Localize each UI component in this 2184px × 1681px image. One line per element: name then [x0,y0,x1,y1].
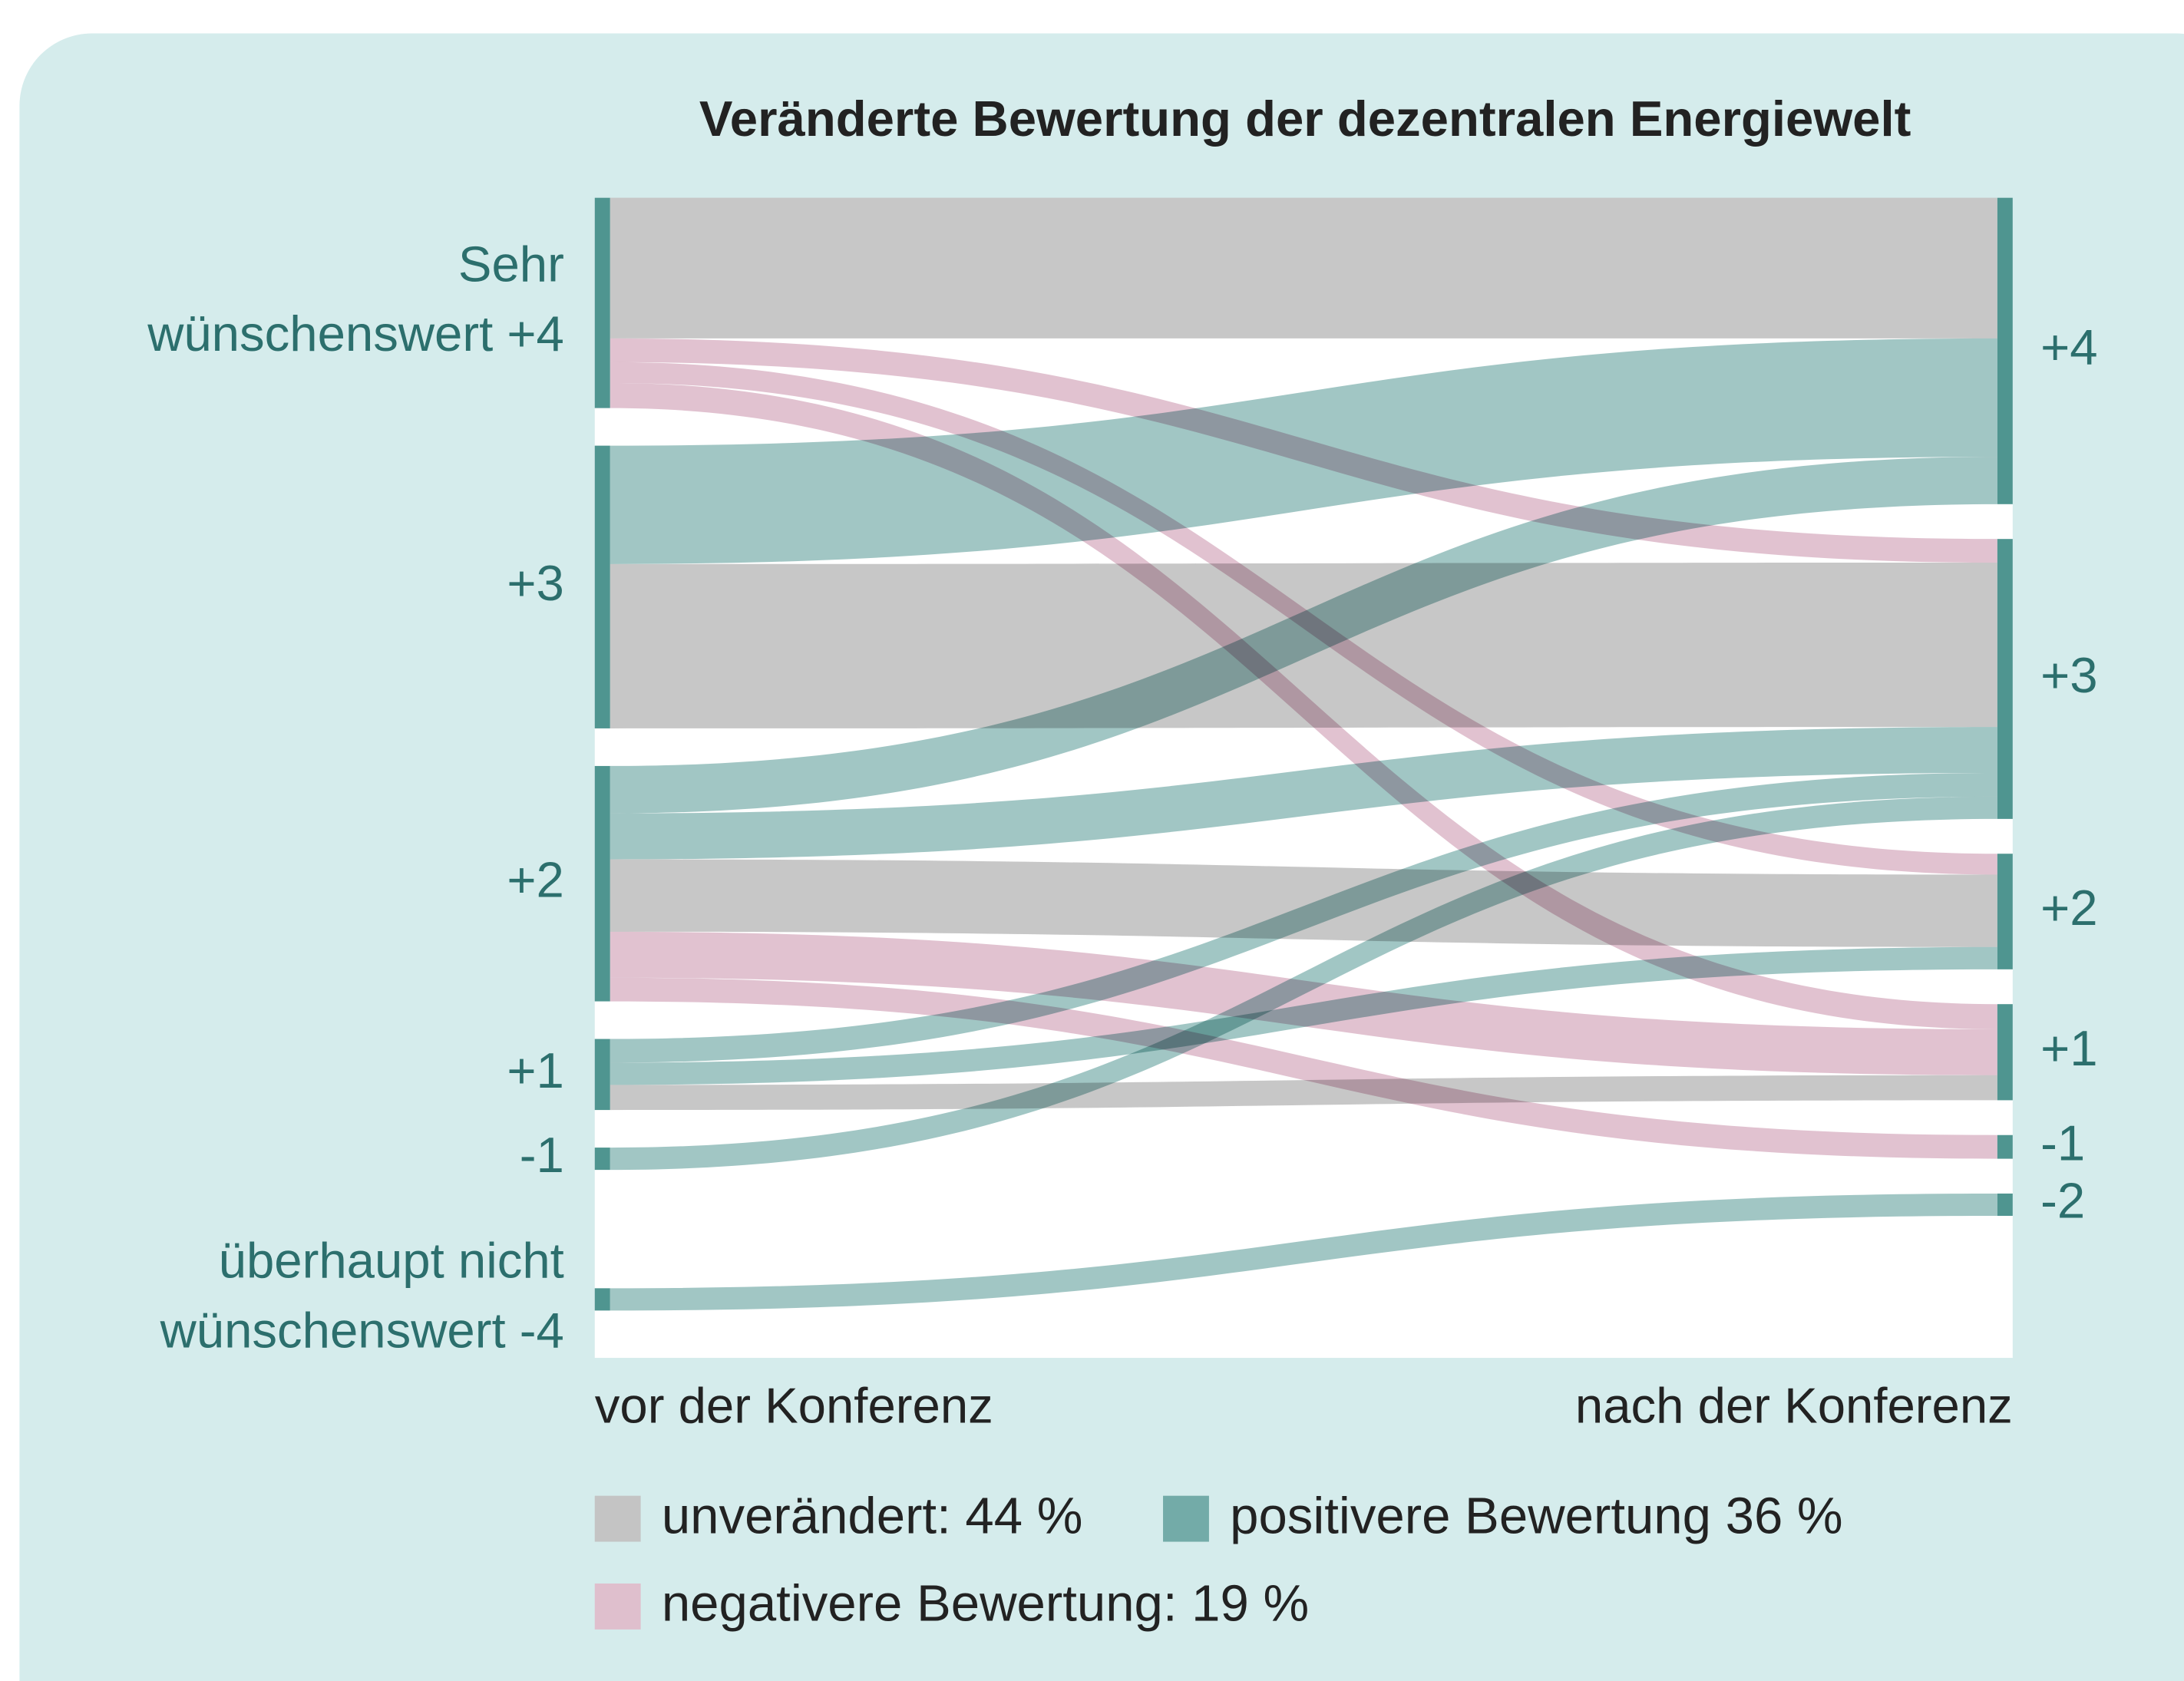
node-bar [594,197,610,408]
node-bar [1997,1134,2013,1159]
node-bar [594,1039,610,1111]
legend-swatch [594,1583,641,1630]
node-label: -2 [2040,1173,2085,1229]
node-label: +1 [2040,1020,2097,1076]
node-label: +3 [507,555,563,611]
nodes [594,197,2013,1311]
node-bar [594,765,610,1002]
node-label: +4 [2040,319,2097,375]
legend-label: unverändert: 44 % [662,1487,1083,1544]
node-label: +2 [2040,880,2097,936]
flow [610,931,1997,1075]
flow [610,1075,1997,1111]
node-label: -1 [2040,1115,2085,1171]
flow [610,727,1997,860]
node-label: überhaupt nicht [219,1233,564,1289]
node-bar [1997,854,2013,969]
node-bar [594,1148,610,1171]
node-label: -1 [520,1127,564,1183]
chart-title: Veränderte Bewertung der dezentralen Ene… [699,91,1911,147]
flow [610,773,1997,1063]
x-label: vor der Konferenz [595,1377,993,1433]
x-label: nach der Konferenz [1575,1377,2013,1433]
node-label: +3 [2040,647,2097,703]
flow [610,946,1997,1085]
flow [610,338,1997,564]
flow [610,977,1997,1159]
node-bar [1997,1004,2013,1101]
flow [610,197,1997,339]
flow [610,1193,1997,1311]
legend-label: positivere Bewertung 36 % [1230,1487,1843,1544]
node-bar [1997,539,2013,819]
node-label: +1 [507,1042,563,1098]
legend-swatch [1163,1495,1209,1542]
node-bar [594,445,610,728]
flow [610,796,1997,1171]
node-bar [1997,197,2013,504]
flow [610,859,1997,947]
node-label: +2 [507,851,563,907]
node-bar [1997,1193,2013,1216]
legend-label: negativere Bewertung: 19 % [662,1575,1309,1633]
flow [610,457,1997,814]
node-label: wünschenswert -4 [160,1302,564,1358]
node-bar [594,1288,610,1311]
legend-swatch [594,1495,641,1542]
node-label: Sehr [458,236,564,292]
node-label: wünschenswert +4 [147,305,564,362]
flows [610,197,1997,1311]
